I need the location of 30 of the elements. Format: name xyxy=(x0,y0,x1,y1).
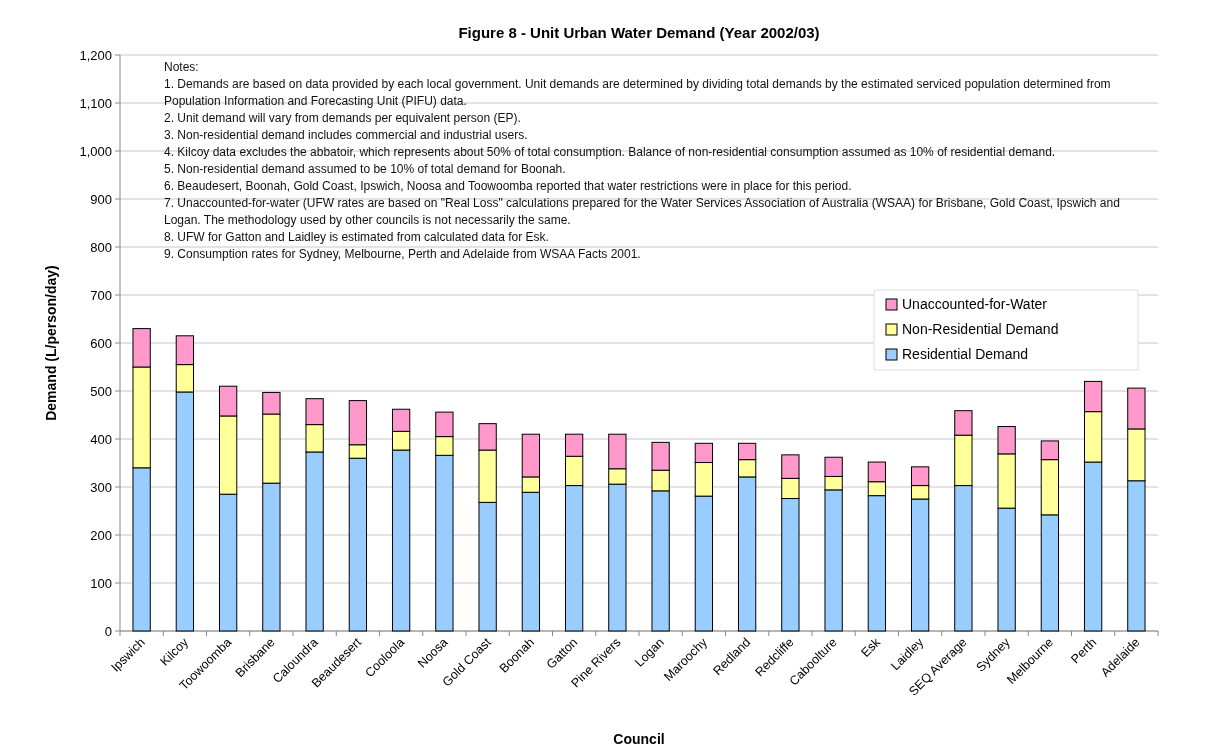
x-tick-label: Esk xyxy=(858,634,884,660)
y-axis-title: Demand (L/person/day) xyxy=(43,265,59,421)
annotation: 1. Demands are based on data provided by each local government. Unit demands are determined by dividing total demands by the estimated serviced population determined from Population Information and Forecasting Unit (PIFU) data. xyxy=(164,77,1111,108)
y-tick-label: 500 xyxy=(90,383,112,399)
legend-label: Unaccounted-for-Water xyxy=(902,296,1048,312)
annotation: 6. Beaudesert, Boonah, Gold Coast, Ipswich, Noosa and Toowoomba reported that water restrictions were in place for this period. xyxy=(164,179,852,193)
annotation: 2. Unit demand will vary from demands per equivalent person (EP). xyxy=(164,111,521,125)
chart-title: Figure 8 - Unit Urban Water Demand (Year 2002/03) xyxy=(458,24,820,41)
legend-label: Non-Residential Demand xyxy=(902,321,1059,337)
annotation: 9. Consumption rates for Sydney, Melbourne, Perth and Adelaide from WSAA Facts 2001. xyxy=(164,247,641,261)
y-tick-label: 600 xyxy=(90,335,112,351)
legend-label: Residential Demand xyxy=(902,346,1029,362)
y-tick-label: 700 xyxy=(90,287,112,303)
annotation: 4. Kilcoy data excludes the abbatoir, which represents about 50% of total consumption. Balance of non-residential consumption assumed as 10% of residential demand. xyxy=(164,145,1056,159)
annotation: 3. Non-residential demand includes commercial and industrial users. xyxy=(164,128,528,142)
y-tick-label: 400 xyxy=(90,431,112,447)
annotation: 8. UFW for Gatton and Laidley is estimated from calculated data for Esk. xyxy=(164,230,549,244)
annotation: 7. Unaccounted-for-water (UFW rates are based on "Real Loss" calculations prepared for the Water Services Association of Australia (WSAA) for Brisbane, Gold Coast, Ipswich and Logan. The methodology used by other councils is not necessarily the same. xyxy=(164,196,1120,227)
y-tick-label: 800 xyxy=(90,239,112,255)
annotation: 5. Non-residential demand assumed to be 10% of total demand for Boonah. xyxy=(164,162,566,176)
y-tick-label: 100 xyxy=(90,575,112,591)
y-tick-label: 0 xyxy=(104,623,112,639)
y-tick-label: 900 xyxy=(90,191,112,207)
x-axis-title: Council xyxy=(613,731,665,747)
y-tick-label: 200 xyxy=(90,527,112,543)
annotation: Notes: xyxy=(164,60,199,74)
y-tick-label: 1,200 xyxy=(79,47,112,63)
y-tick-label: 300 xyxy=(90,479,112,495)
y-tick-label: 1,100 xyxy=(79,95,112,111)
y-tick-label: 1,000 xyxy=(79,143,112,159)
